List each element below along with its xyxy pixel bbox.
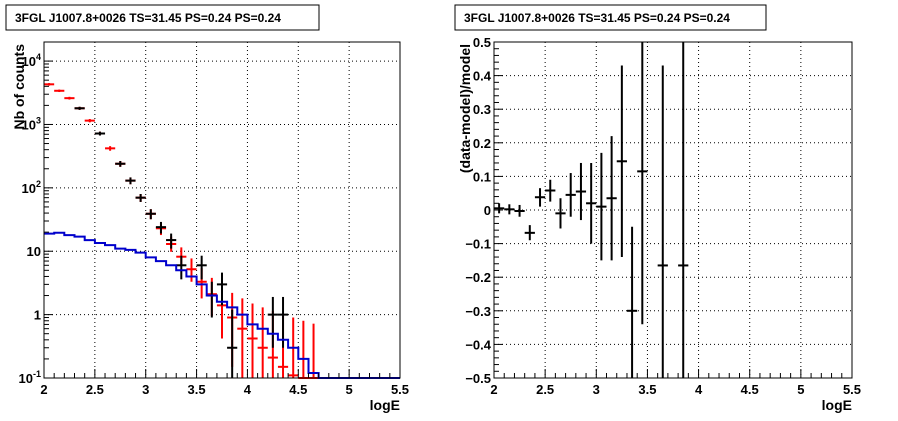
right-x-tick-label: 5 [797,382,804,397]
right-data-point [534,188,546,207]
left-data-point [145,209,156,220]
left-data-point [247,303,258,378]
left-data-point [135,193,146,202]
right-x-tick-label: 3 [593,382,600,397]
left-data-point [257,307,268,378]
right-data-point [524,225,535,241]
right-data-point [504,204,515,215]
left-data-point [44,83,55,86]
right-y-tick-label: 0.1 [473,169,491,184]
left-data-point [237,298,248,378]
right-y-tick-label: 0.4 [473,69,492,84]
left-series-1 [74,106,289,378]
right-data-point [586,162,597,244]
left-chart-title: 3FGL J1007.8+0026 TS=31.45 PS=0.24 PS=0.… [15,11,281,25]
right-chart-title: 3FGL J1007.8+0026 TS=31.45 PS=0.24 PS=0.… [464,11,730,25]
right-data-point [616,65,627,258]
left-x-tick-label: 2 [40,382,47,397]
left-y-tick-label: 1 [34,308,41,323]
right-y-axis-label: (data-model)/model [457,44,473,173]
left-data-point [155,221,167,234]
left-data-point [176,255,187,280]
right-y-tick-label: −0.2 [465,270,491,285]
right-data-point [596,152,607,261]
right-data-point [678,42,689,378]
left-plot-panel: 3FGL J1007.8+0026 TS=31.45 PS=0.24 PS=0.… [5,4,410,413]
left-series-2 [44,231,400,379]
right-series-0 [494,42,689,378]
right-data-point [565,173,576,217]
left-data-point [196,255,207,280]
left-data-point [94,131,106,136]
left-data-point [74,106,85,110]
right-plot-panel: 3FGL J1007.8+0026 TS=31.45 PS=0.24 PS=0.… [454,4,861,413]
left-plot-frame [43,41,401,379]
right-y-tick-label: −0.5 [465,371,491,386]
right-y-tick-label: −0.4 [465,337,491,352]
right-data-point [514,204,525,217]
left-data-point [298,320,309,379]
left-data-point [64,96,75,100]
right-y-tick-label: 0 [484,203,491,218]
right-x-tick-label: 2 [490,382,497,397]
right-series-layer [494,42,689,378]
left-x-tick-label: 4.5 [289,382,307,397]
right-axis-ticks: 2 2.5 3 3.5 4 4.5 5 5.5 −0.5 −0.4 −0.3 −0.2 −0.1 0 0.1… [465,35,861,397]
right-data-point [545,179,556,202]
right-x-tick-label: 3.5 [638,382,656,397]
left-data-point [125,177,136,185]
right-data-point [626,226,638,378]
left-series-layer [44,83,400,379]
left-data-point [166,233,177,249]
left-title-box [5,4,320,31]
left-data-point [186,258,197,282]
right-y-tick-label: 0.2 [473,136,491,151]
right-grid [494,42,852,378]
right-x-tick-label: 5.5 [843,382,861,397]
left-y-axis-label: Nb of counts [11,44,27,130]
right-data-point [494,203,505,214]
left-x-tick-label: 5.5 [391,382,409,397]
left-data-point [54,89,65,93]
left-y-tick-label: 10 [27,244,41,259]
right-data-point [606,136,617,261]
left-x-tick-label: 2.5 [86,382,104,397]
left-model-step-line [44,231,400,379]
left-x-tick-label: 4 [244,382,252,397]
right-y-tick-label: −0.1 [465,237,491,252]
left-x-axis-label: logE [370,397,400,413]
left-x-tick-label: 5 [346,382,353,397]
right-data-point [637,42,648,325]
right-y-tick-label: −0.3 [465,304,491,319]
right-y-tick-label: 0.3 [473,102,491,117]
left-data-point [216,272,228,306]
right-data-point [657,65,668,378]
left-x-tick-label: 3.5 [188,382,206,397]
left-x-tick-label: 3 [142,382,149,397]
right-y-tick-label: 0.5 [473,35,491,50]
right-data-point [555,198,566,229]
right-x-tick-label: 4 [695,382,703,397]
right-x-axis-label: logE [822,397,852,413]
left-data-point [267,296,278,348]
right-x-tick-label: 2.5 [536,382,554,397]
right-x-tick-label: 4.5 [741,382,759,397]
left-data-point [115,161,126,167]
left-y-tick-label: 102 [22,179,41,196]
left-data-point [206,281,217,318]
left-grid [44,42,400,378]
left-data-point [308,323,319,379]
left-data-point [105,146,116,151]
left-data-point [84,118,95,123]
left-y-tick-label: 10-1 [19,369,41,386]
right-title-box [454,4,767,31]
right-data-point [575,162,587,221]
left-data-point [227,309,238,378]
